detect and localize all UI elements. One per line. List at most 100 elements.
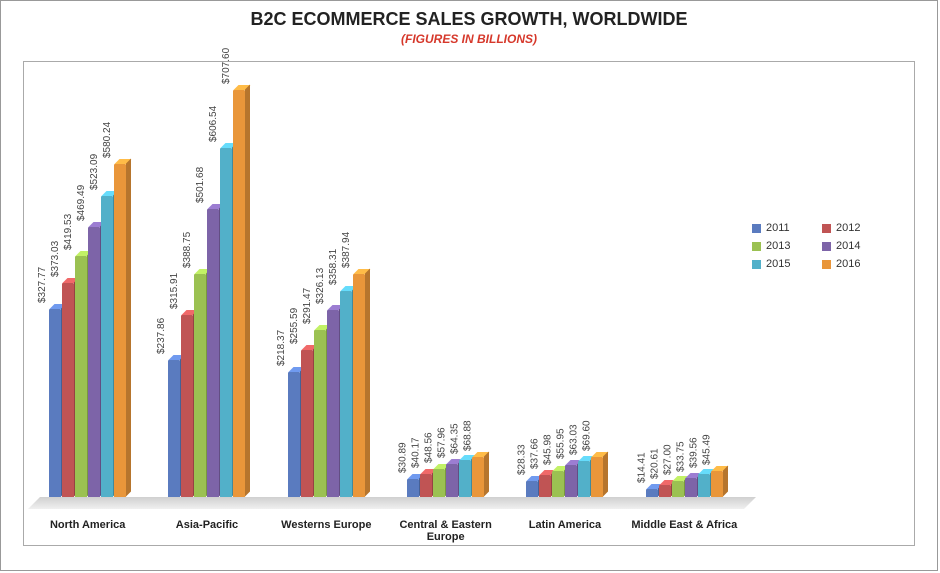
legend-swatch <box>822 260 831 269</box>
legend-label: 2016 <box>836 258 860 270</box>
bar: $68.88 <box>472 457 484 497</box>
bar-group: $28.33$37.66$45.98$55.95$63.03$69.60 <box>505 66 624 497</box>
bar: $523.09 <box>101 196 113 497</box>
bar: $255.59 <box>301 350 313 497</box>
legend-label: 2013 <box>766 240 790 252</box>
bar: $48.56 <box>433 469 445 497</box>
bar: $28.33 <box>526 481 538 497</box>
bar: $40.17 <box>420 474 432 497</box>
legend-swatch <box>822 242 831 251</box>
bar: $14.41 <box>646 489 658 497</box>
chart-subtitle: (FIGURES IN BILLIONS) <box>1 32 937 46</box>
bar-value-label: $45.98 <box>543 434 554 465</box>
legend-swatch <box>822 224 831 233</box>
legend-item: 2016 <box>822 258 878 270</box>
bar-group: $327.77$373.03$419.53$469.49$523.09$580.… <box>28 66 147 497</box>
bars-container: $327.77$373.03$419.53$469.49$523.09$580.… <box>28 66 744 497</box>
bar-value-label: $69.60 <box>582 420 593 451</box>
x-axis-label: Asia-Pacific <box>147 511 266 545</box>
bar-group: $218.37$255.59$291.47$326.13$358.31$387.… <box>267 66 386 497</box>
legend-label: 2012 <box>836 222 860 234</box>
legend-item: 2011 <box>752 222 808 234</box>
bar: $45.98 <box>552 471 564 497</box>
bar-value-label: $39.56 <box>689 438 700 469</box>
bar-value-label: $28.33 <box>517 444 528 475</box>
bar-value-label: $68.88 <box>463 421 474 452</box>
bar: $327.77 <box>49 309 61 497</box>
bar-group: $14.41$20.61$27.00$33.75$39.56$45.49 <box>625 66 744 497</box>
legend-swatch <box>752 260 761 269</box>
bar-value-label: $33.75 <box>676 441 687 472</box>
legend-item: 2012 <box>822 222 878 234</box>
legend-swatch <box>752 224 761 233</box>
bar-value-label: $707.60 <box>221 48 232 84</box>
bar-value-label: $358.31 <box>328 249 339 285</box>
bar: $45.49 <box>711 471 723 497</box>
bar-value-label: $63.03 <box>569 424 580 455</box>
bar: $30.89 <box>407 479 419 497</box>
bar-value-label: $37.66 <box>530 439 541 470</box>
bar-value-label: $387.94 <box>341 232 352 268</box>
bar-value-label: $326.13 <box>315 267 326 303</box>
bar: $57.96 <box>446 464 458 497</box>
bar: $469.49 <box>88 227 100 497</box>
bar-value-label: $580.24 <box>102 121 113 157</box>
legend-label: 2011 <box>766 222 790 234</box>
bar: $419.53 <box>75 256 87 497</box>
bar: $33.75 <box>685 478 697 497</box>
bar: $373.03 <box>62 283 74 497</box>
bar-value-label: $419.53 <box>63 214 74 250</box>
bar: $69.60 <box>591 457 603 497</box>
bar-group: $237.86$315.91$388.75$501.68$606.54$707.… <box>147 66 266 497</box>
bar-value-label: $64.35 <box>450 423 461 454</box>
bar-value-label: $27.00 <box>663 445 674 476</box>
bar: $326.13 <box>327 310 339 497</box>
bar: $387.94 <box>353 274 365 497</box>
chart-area: $327.77$373.03$419.53$469.49$523.09$580.… <box>23 61 915 546</box>
legend-label: 2014 <box>836 240 860 252</box>
bar: $501.68 <box>207 209 219 497</box>
legend-row: 2011 2012 2013 2014 2015 2016 <box>752 222 902 270</box>
bar-value-label: $373.03 <box>50 240 61 276</box>
legend-item: 2014 <box>822 240 878 252</box>
bar: $27.00 <box>672 481 684 497</box>
bar-value-label: $315.91 <box>169 273 180 309</box>
bar-value-label: $255.59 <box>289 308 300 344</box>
bar-value-label: $30.89 <box>398 443 409 474</box>
chart-title: B2C ECOMMERCE SALES GROWTH, WORLDWIDE <box>1 9 937 30</box>
bar-value-label: $55.95 <box>556 428 567 459</box>
plot-area: $327.77$373.03$419.53$469.49$523.09$580.… <box>28 66 744 509</box>
bar-value-label: $20.61 <box>650 449 661 480</box>
legend-swatch <box>752 242 761 251</box>
x-axis-label: Latin America <box>505 511 624 545</box>
bar: $37.66 <box>539 475 551 497</box>
bar-value-label: $48.56 <box>424 433 435 464</box>
bar-value-label: $14.41 <box>637 452 648 483</box>
bar: $358.31 <box>340 291 352 497</box>
bar-value-label: $469.49 <box>76 185 87 221</box>
bar: $315.91 <box>181 315 193 497</box>
bar-value-label: $291.47 <box>302 287 313 323</box>
bar-value-label: $218.37 <box>276 329 287 365</box>
bar-value-label: $57.96 <box>437 427 448 458</box>
bar: $63.03 <box>578 461 590 497</box>
bar: $237.86 <box>168 360 180 497</box>
bar: $64.35 <box>459 460 471 497</box>
bar: $707.60 <box>233 90 245 497</box>
x-axis-label: Central & Eastern Europe <box>386 511 505 545</box>
legend-item: 2013 <box>752 240 808 252</box>
bar: $20.61 <box>659 485 671 497</box>
bar: $291.47 <box>314 330 326 497</box>
bar: $218.37 <box>288 372 300 497</box>
bar: $606.54 <box>220 148 232 497</box>
chart-frame: B2C ECOMMERCE SALES GROWTH, WORLDWIDE (F… <box>0 0 938 571</box>
x-axis-label: Middle East & Africa <box>625 511 744 545</box>
bar-value-label: $327.77 <box>37 267 48 303</box>
bar-value-label: $606.54 <box>208 106 219 142</box>
bar-value-label: $523.09 <box>89 154 100 190</box>
legend-item: 2015 <box>752 258 808 270</box>
bar-group: $30.89$40.17$48.56$57.96$64.35$68.88 <box>386 66 505 497</box>
x-axis-label: North America <box>28 511 147 545</box>
legend-label: 2015 <box>766 258 790 270</box>
bar: $580.24 <box>114 164 126 497</box>
